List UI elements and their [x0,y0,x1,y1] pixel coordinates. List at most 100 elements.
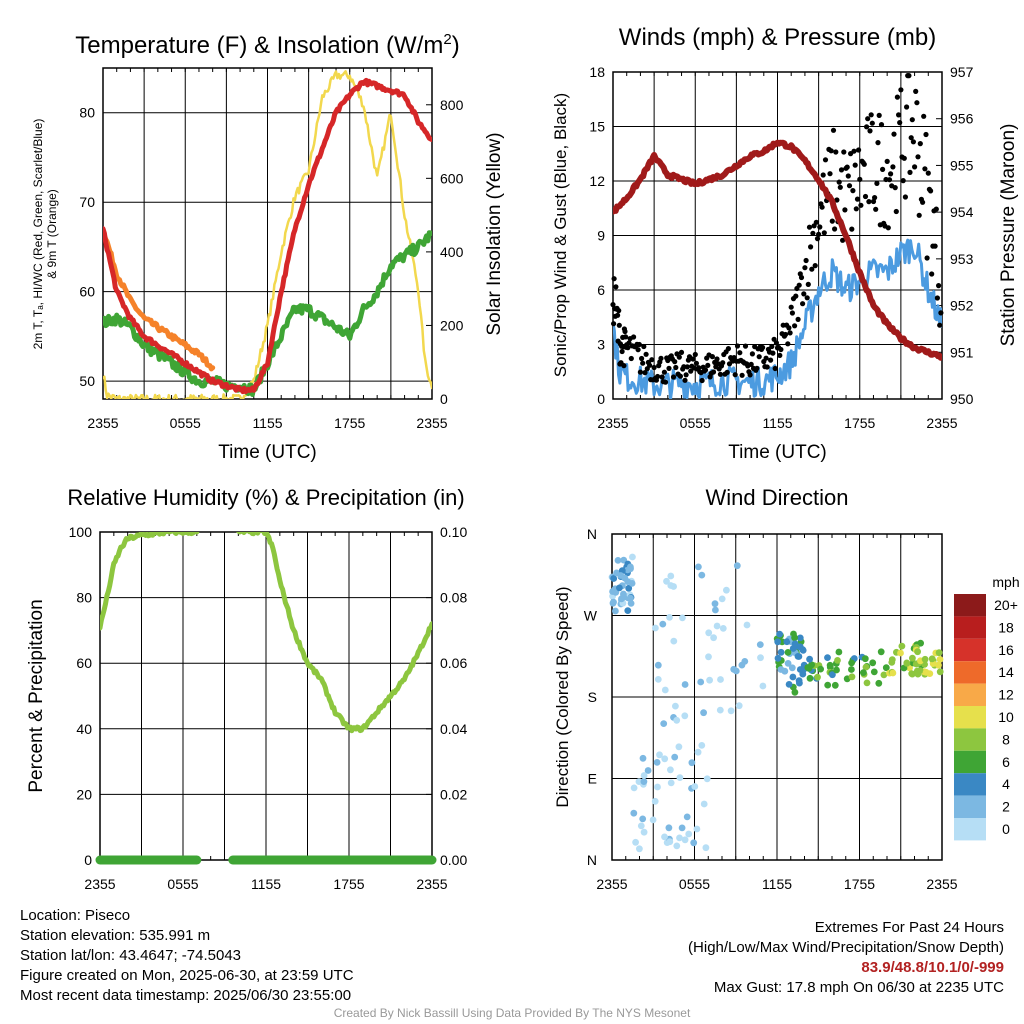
wdir-chart-point [903,659,911,667]
wind-chart-gust-point [802,265,808,271]
wind-chart-gust-point [623,334,629,340]
wdir-chart-point [651,797,659,805]
wind-chart-gust-point [769,343,775,350]
wind-chart-gust-point [888,171,894,177]
wind-chart-y2tick-label: 950 [950,391,974,407]
wdir-legend-swatch [954,750,986,774]
wind-chart-gust-point [800,301,806,307]
wind-chart-gust-point [661,369,668,375]
rh-chart-y2tick-label: 0.10 [440,524,467,540]
wdir-legend-swatch [954,594,986,617]
wdir-chart-point [660,720,668,727]
wind-chart-gust-point [833,149,839,155]
wdir-chart-point [796,634,804,642]
wind-chart-gust-point [864,124,870,130]
temp-chart-ytick-label: 60 [79,284,95,300]
wdir-chart-point [705,653,712,661]
wdir-chart-point [698,742,706,749]
wdir-chart-point [835,648,843,656]
rh-chart-y2tick-label: 0.02 [440,786,467,802]
wind-chart-gust-point [777,352,783,358]
wind-chart-gust-point [907,169,913,175]
wdir-chart-point [675,743,683,751]
wdir-chart-point [636,845,643,853]
wind-chart-gust-point [631,334,637,340]
wind-chart-gust-point [836,179,842,185]
wdir-chart-point [717,676,724,683]
wind-chart-gust-point [796,282,802,288]
wdir-chart-point [735,702,743,710]
wind-chart-gust-point [643,351,649,357]
wind-chart-gust-point [908,135,914,141]
temp-chart-series-9m-t [103,228,216,372]
wdir-chart-point [695,563,702,571]
wind-chart-ytick-label: 12 [589,173,605,189]
wdir-chart-point [756,641,764,648]
wind-chart-xtick-label: 0555 [680,415,711,431]
wdir-chart-point [640,778,648,785]
wind-chart-gust-point [858,202,864,208]
wind-chart-gust-point [763,355,769,361]
wind-chart-y2tick-label: 955 [950,157,974,173]
wdir-chart-point [681,712,689,720]
wind-chart-gust-point [816,231,822,237]
rh-chart-xtick-label: 1755 [333,876,364,892]
rh-chart-ytick-label: 100 [69,524,93,540]
wind-chart-gust-point [641,343,647,350]
wdir-chart-ytick-label: W [584,608,598,624]
extremes-title: Extremes For Past 24 Hours [814,919,1004,936]
wdir-chart-point [861,655,869,663]
wind-chart-gust-point [841,149,847,155]
wind-chart-gust-point [850,188,856,194]
wind-chart-gust-point [853,206,859,212]
wdir-chart-point [659,620,667,628]
wdir-chart-point [875,679,883,687]
wind-chart-gust-point [693,360,700,366]
rh-chart-ytick-label: 0 [84,852,92,868]
wind-chart-gust-point [884,158,890,164]
wind-chart-gust-point [854,196,861,202]
wdir-chart-point [806,655,813,663]
wind-chart-xtick-label: 1155 [762,415,792,431]
wdir-chart-point [702,844,710,852]
wind-chart-xtick-label: 1755 [844,415,875,431]
wind-chart-xtick-label: 2355 [926,415,957,431]
wind-chart-gust-point [734,343,741,349]
wind-chart-gust-point [749,351,756,357]
wind-chart-gust-point [898,87,904,93]
wdir-chart-point [649,816,657,824]
wdir-chart-point [897,649,904,657]
wdir-legend-label: 16 [998,642,1014,658]
wind-chart-gust-point [628,355,634,362]
wdir-legend-label: 14 [998,664,1014,680]
wind-chart-gust-point [677,373,684,379]
wdir-chart-point [688,759,696,767]
wind-chart-gust-point [849,226,855,232]
max-gust: Max Gust: 17.8 mph On 06/30 at 2235 UTC [713,979,1004,996]
station-location: Location: Piseco [20,907,131,924]
temp-chart-y2tick-label: 400 [440,244,464,260]
wdir-chart-point [700,800,708,808]
temp-chart-title: Temperature (F) & Insolation (W/m2) [75,31,459,59]
wind-chart-gust-point [737,350,743,356]
wdir-chart-point [848,666,855,673]
wdir-chart-point [667,766,674,774]
wind-chart-gust-point [725,346,732,352]
wind-chart-gust-point [813,219,819,225]
wind-chart-gust-point [793,293,799,299]
figure-created: Figure created on Mon, 2025-06-30, at 23… [20,967,354,984]
wind-chart-gust-point [870,198,877,205]
wdir-chart-point [921,655,929,663]
wdir-chart-point [888,656,896,664]
wdir-chart-point [935,649,943,657]
wdir-chart-point [635,778,643,785]
wind-chart-gust-point [875,140,881,146]
wdir-chart-point [710,634,717,642]
wdir-chart-point [928,655,936,663]
wdir-chart-point [673,716,681,724]
wind-chart-gust-point [880,166,886,172]
temp-chart-xlabel: Time (UTC) [218,442,317,463]
wind-chart-gust-point [787,330,793,336]
wdir-chart-point [783,638,791,646]
wdir-chart-point [862,663,870,671]
